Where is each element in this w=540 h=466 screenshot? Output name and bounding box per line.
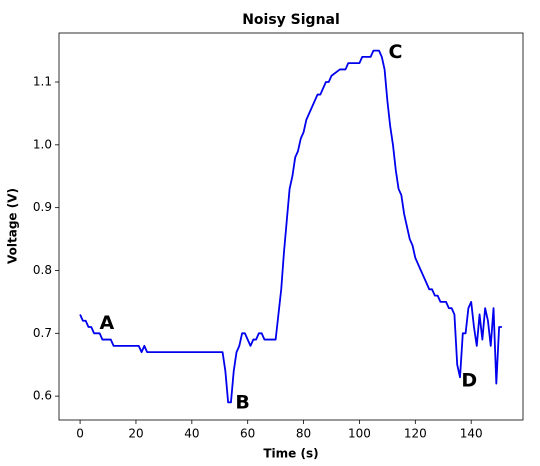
y-tick-label: 1.1 [33, 75, 52, 89]
x-tick-label: 80 [296, 427, 311, 441]
x-tick-label: 60 [240, 427, 255, 441]
y-axis-label: Voltage (V) [6, 188, 20, 264]
x-tick-label: 20 [128, 427, 143, 441]
signal-line [79, 49, 502, 404]
y-tick-label: 1.0 [33, 137, 52, 151]
x-tick-label: 40 [184, 427, 199, 441]
y-tick-label: 0.7 [33, 326, 52, 340]
annotation: B [235, 392, 249, 414]
annotation: A [100, 312, 115, 334]
x-tick-label: 120 [404, 427, 427, 441]
annotation: D [461, 370, 477, 392]
plot-frame [58, 32, 524, 421]
x-tick-label: 0 [76, 427, 84, 441]
y-tick-label: 0.9 [33, 200, 52, 214]
y-tick-label: 0.8 [33, 263, 52, 277]
x-tick-label: 140 [460, 427, 483, 441]
y-tick-label: 0.6 [33, 389, 52, 403]
x-tick-label: 100 [348, 427, 371, 441]
x-axis-label: Time (s) [263, 447, 318, 461]
chart-title: Noisy Signal [242, 12, 340, 28]
annotation: C [389, 41, 403, 63]
